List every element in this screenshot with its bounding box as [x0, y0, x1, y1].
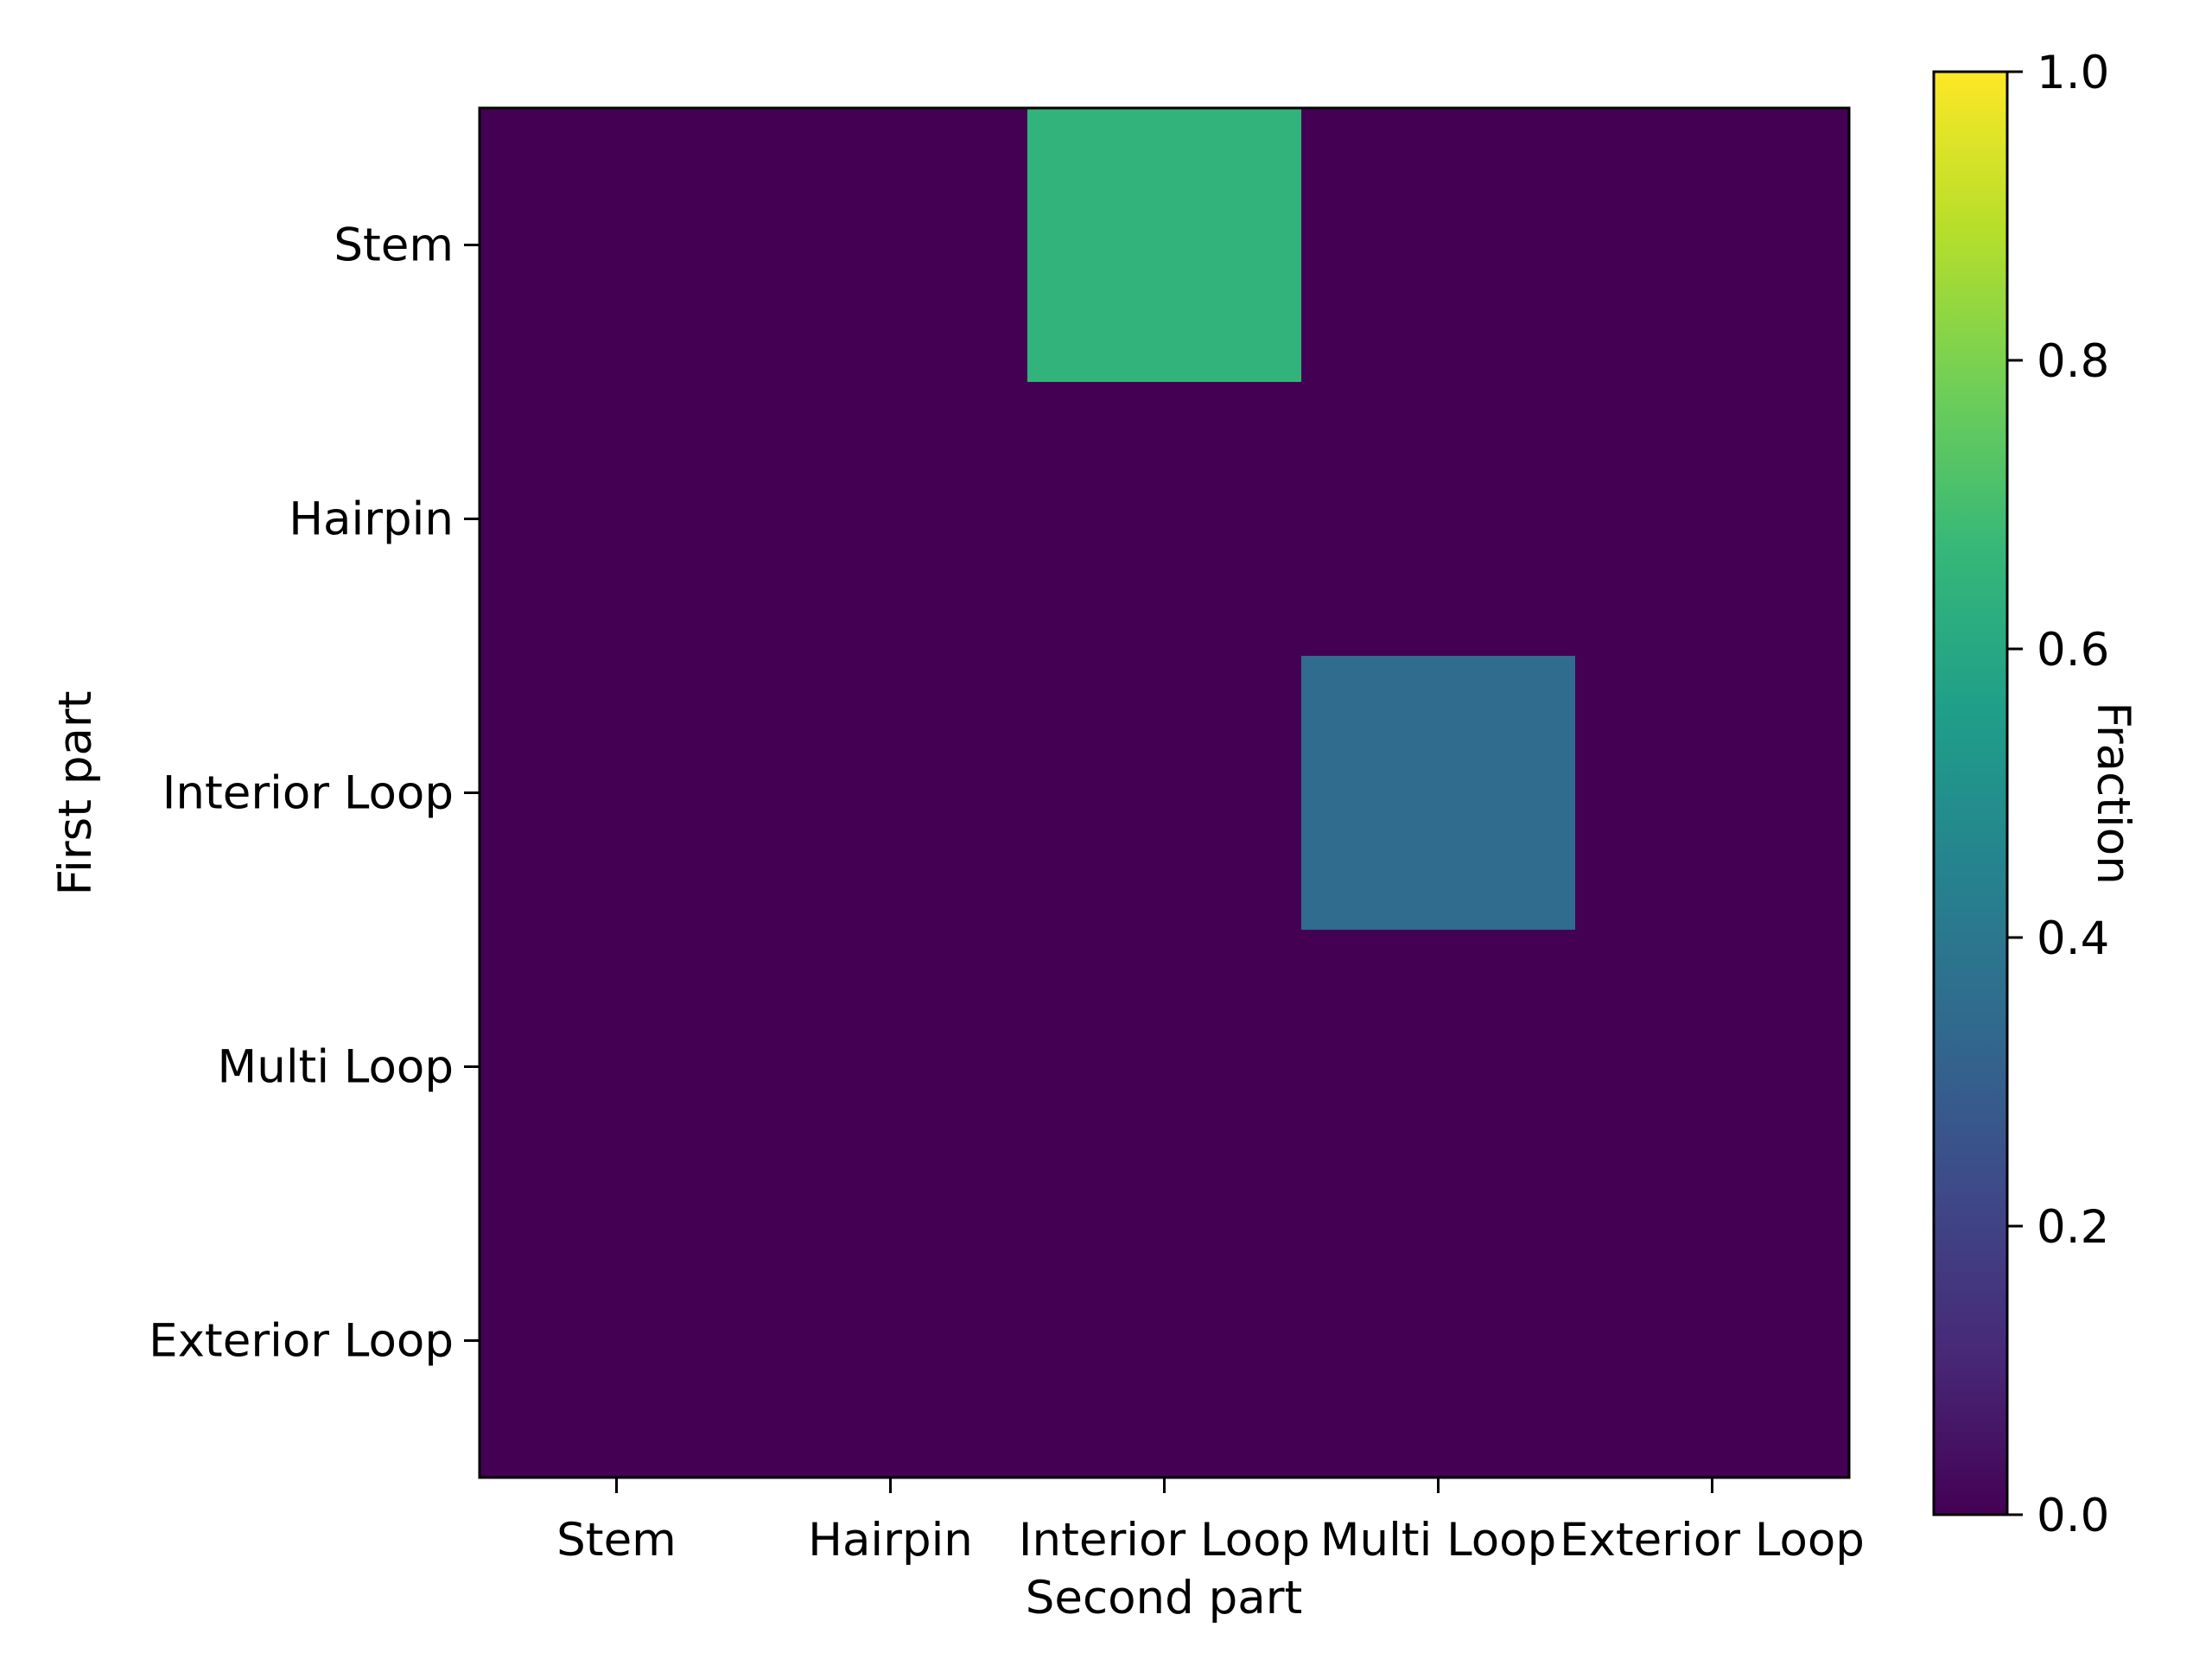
x-tick-label: Exterior Loop — [1560, 1514, 1865, 1567]
heatmap-cell — [753, 1204, 1028, 1478]
colorbar-label: Fraction — [2087, 702, 2139, 885]
colorbar-tick-label: 0.8 — [2037, 335, 2109, 388]
heatmap-cell — [1575, 930, 1850, 1205]
heatmap-cell — [1575, 656, 1850, 931]
heatmap-cell — [480, 108, 754, 383]
heatmap-cell — [753, 108, 1028, 383]
colorbar — [1932, 70, 2009, 1516]
heatmap-cell — [1301, 930, 1576, 1205]
colorbar-tick-label: 1.0 — [2037, 47, 2109, 99]
x-axis-label: Second part — [1026, 1572, 1303, 1624]
heatmap-cell — [480, 656, 754, 931]
heatmap-cell — [1027, 382, 1302, 657]
x-tick-label: Multi Loop — [1320, 1514, 1557, 1567]
colorbar-tick-label: 0.2 — [2037, 1201, 2109, 1254]
y-tick-label: Multi Loop — [218, 1041, 454, 1094]
heatmap-cell — [1027, 1204, 1302, 1478]
colorbar-tick-label: 0.4 — [2037, 912, 2109, 965]
heatmap-cell — [480, 930, 754, 1205]
heatmap-cell — [1027, 108, 1302, 383]
heatmap-cell — [1027, 930, 1302, 1205]
y-tick-label: Hairpin — [289, 493, 454, 546]
heatmap-cell — [1301, 1204, 1576, 1478]
heatmap-cell — [1575, 382, 1850, 657]
x-tick-label: Hairpin — [808, 1514, 973, 1567]
colorbar-tick-label: 0.0 — [2037, 1490, 2109, 1542]
heatmap-cell — [753, 930, 1028, 1205]
heatmap-cell — [1575, 108, 1850, 383]
heatmap-cell — [753, 656, 1028, 931]
y-tick-label: Exterior Loop — [149, 1315, 454, 1368]
heatmap-cells — [480, 108, 1850, 1478]
colorbar-ticks: 0.0 0.2 0.4 0.6 0.8 1.0 — [2007, 47, 2109, 1542]
x-tick-label: Stem — [556, 1514, 677, 1567]
x-tick-label: Interior Loop — [1019, 1514, 1310, 1567]
heatmap-cell — [480, 1204, 754, 1478]
y-axis-ticks: Stem Hairpin Interior Loop Multi Loop Exteri… — [149, 219, 480, 1368]
heatmap-cell — [753, 382, 1028, 657]
y-tick-label: Stem — [334, 219, 454, 272]
x-axis-ticks: Stem Hairpin Interior Loop Multi Loop Exteri… — [556, 1478, 1865, 1567]
y-tick-label: Interior Loop — [162, 767, 454, 820]
heatmap-cell — [1301, 108, 1576, 383]
heatmap-cell — [1027, 656, 1302, 931]
y-axis-label: First part — [49, 690, 102, 895]
colorbar-tick-label: 0.6 — [2037, 624, 2109, 677]
heatmap-cell — [1301, 656, 1576, 931]
heatmap-cell — [480, 382, 754, 657]
heatmap-cell — [1575, 1204, 1850, 1478]
heatmap-cell — [1301, 382, 1576, 657]
